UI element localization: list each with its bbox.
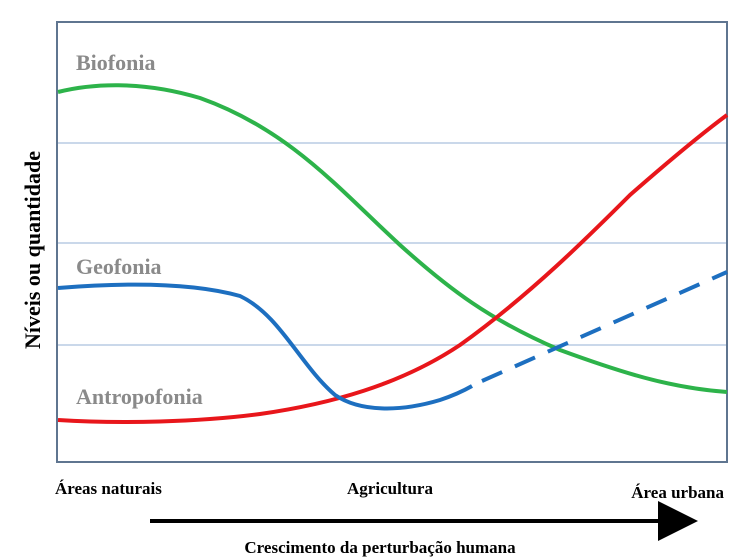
x-axis-label: Crescimento da perturbação humana xyxy=(244,538,516,557)
grid xyxy=(58,142,726,346)
x-label: Áreas naturais xyxy=(55,479,162,498)
curve-label: Biofonia xyxy=(76,50,155,75)
geophony-curve-projected xyxy=(481,270,728,383)
x-label: Agricultura xyxy=(347,479,433,498)
x-label: Área urbana xyxy=(631,483,724,502)
y-axis-label: Níveis ou quantidade xyxy=(20,151,45,349)
geophony-curve xyxy=(57,282,473,411)
curve-label: Antropofonia xyxy=(76,384,203,409)
plot-frame xyxy=(56,21,728,463)
anthropophony-curve xyxy=(57,113,729,424)
biophony-curve xyxy=(57,83,728,394)
curve-label: Geofonia xyxy=(76,254,162,279)
